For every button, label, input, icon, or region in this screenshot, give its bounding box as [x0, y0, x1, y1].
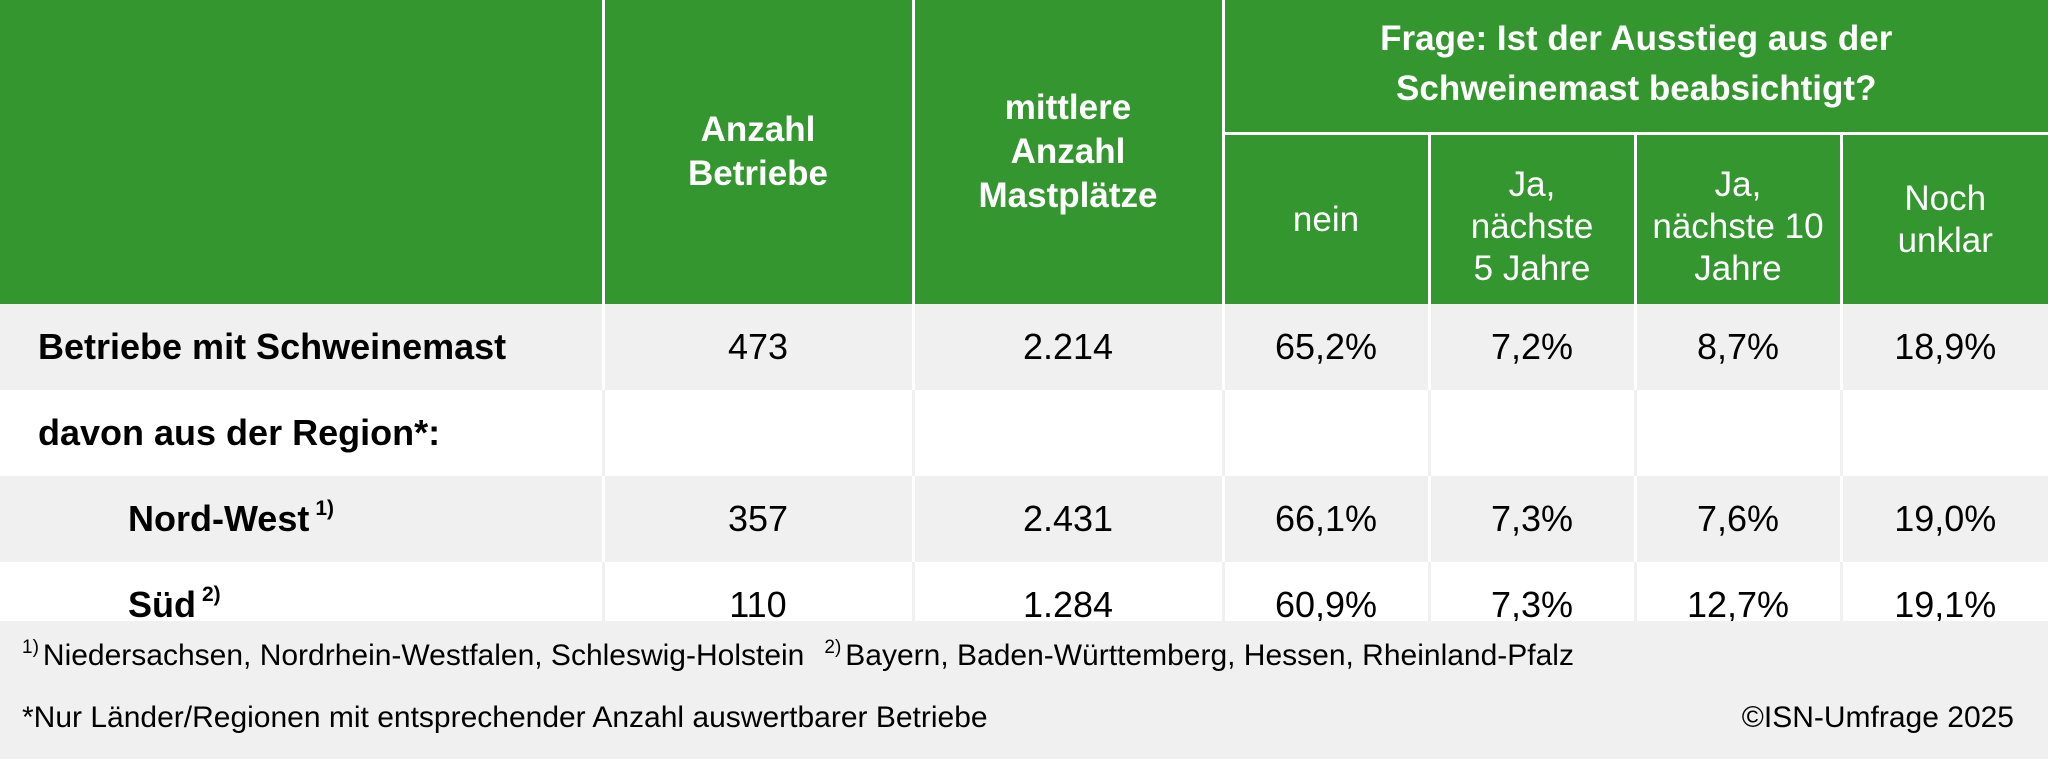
value-anzahl-betriebe: 473: [603, 304, 915, 390]
footnote-marker-1: 1): [22, 637, 39, 658]
value-ja-5: 7,3%: [1429, 476, 1637, 562]
footnote-marker-2: 2): [824, 637, 842, 658]
value-anzahl-betriebe: [603, 390, 915, 476]
footnote-marker: 1): [315, 497, 335, 520]
header-empty-cell: [0, 0, 605, 304]
footer: 1) Niedersachsen, Nordrhein-Westfalen, Sc…: [0, 621, 2048, 759]
footnote-regions: 1) Niedersachsen, Nordrhein-Westfalen, Sc…: [22, 637, 1574, 673]
value-unklar: 19,0%: [1841, 476, 2048, 562]
survey-table: Anzahl Betriebe mittlere Anzahl Mastplät…: [0, 0, 2048, 648]
table-row: Nord-West 1) 357 2.431 66,1% 7,3% 7,6% 19…: [0, 476, 2048, 562]
value-ja-10: 8,7%: [1635, 304, 1843, 390]
value-nein: [1223, 390, 1431, 476]
value-mittlere-anzahl: 2.431: [913, 476, 1225, 562]
table-row: davon aus der Region*:: [0, 390, 2048, 476]
value-nein: 65,2%: [1223, 304, 1431, 390]
value-mittlere-anzahl: [913, 390, 1225, 476]
footnote-2-text: Bayern, Baden-Württemberg, Hessen, Rhein…: [845, 639, 1574, 672]
copyright: ©ISN-Umfrage 2025: [1741, 701, 2014, 734]
header-anzahl-betriebe: Anzahl Betriebe: [603, 0, 915, 304]
value-ja-10: [1635, 390, 1843, 476]
header-mittlere-anzahl: mittlere Anzahl Mastplätze: [913, 0, 1225, 304]
header-sub-ja-10: Ja, nächste 10 Jahre: [1635, 132, 1843, 304]
value-ja-5: 7,2%: [1429, 304, 1637, 390]
value-anzahl-betriebe: 357: [603, 476, 915, 562]
header-frage: Frage: Ist der Ausstieg aus der Schweine…: [1223, 0, 2048, 134]
header-sub-nein: nein: [1223, 132, 1431, 304]
table-row: Betriebe mit Schweinemast 473 2.214 65,2…: [0, 304, 2048, 390]
header-sub-unklar: Noch unklar: [1841, 132, 2048, 304]
row-label: Betriebe mit Schweinemast: [0, 304, 605, 390]
footnote-1-text: Niedersachsen, Nordrhein-Westfalen, Schl…: [42, 639, 805, 672]
value-nein: 66,1%: [1223, 476, 1431, 562]
header-sub-ja-5: Ja, nächste 5 Jahre: [1429, 132, 1637, 304]
footnote-marker: 2): [202, 583, 221, 606]
value-mittlere-anzahl: 2.214: [913, 304, 1225, 390]
value-ja-5: [1429, 390, 1637, 476]
value-unklar: 18,9%: [1841, 304, 2048, 390]
value-ja-10: 7,6%: [1635, 476, 1843, 562]
row-label: davon aus der Region*:: [0, 390, 605, 476]
footnote-asterisk: *Nur Länder/Regionen mit entsprechender …: [22, 701, 988, 734]
value-unklar: [1841, 390, 2048, 476]
row-label: Nord-West 1): [0, 476, 605, 562]
